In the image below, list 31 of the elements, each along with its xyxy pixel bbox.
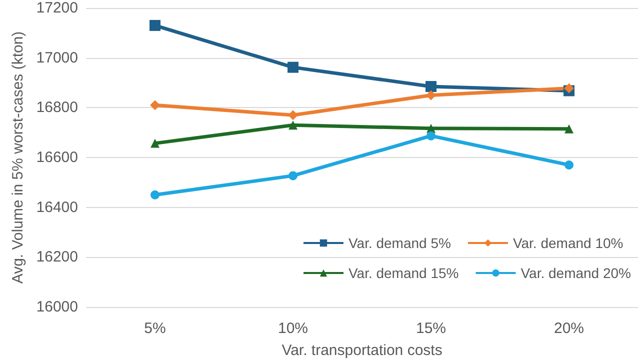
- point: [150, 20, 160, 31]
- x-tick-label: 15%: [416, 320, 446, 337]
- point: [426, 90, 436, 100]
- y-tick-label: 16400: [36, 198, 78, 216]
- x-tick-label: 20%: [554, 320, 584, 337]
- point: [288, 171, 298, 180]
- legend-label: Var. demand 20%: [520, 265, 632, 281]
- x-tick-label: 5%: [144, 320, 166, 337]
- point: [150, 138, 160, 148]
- legend-label: Var. demand 10%: [512, 235, 624, 251]
- x-axis-title: Var. transportation costs: [282, 342, 442, 359]
- y-axis-title: Avg. Volume in 5% worst-cases (kton): [9, 31, 26, 284]
- y-tick-label: 16600: [36, 149, 78, 166]
- point: [564, 124, 574, 134]
- point: [288, 120, 298, 130]
- y-tick-label: 16800: [36, 99, 78, 116]
- point: [426, 131, 436, 140]
- point: [288, 62, 298, 73]
- point: [564, 83, 574, 94]
- point: [150, 190, 160, 200]
- y-tick-label: 17200: [36, 0, 78, 16]
- point: [426, 80, 436, 92]
- point: [564, 160, 574, 170]
- legend-label: Var. demand 15%: [348, 265, 459, 281]
- y-tick-label: 17000: [36, 49, 78, 66]
- point: [288, 110, 298, 120]
- y-tick-label: 16200: [36, 248, 78, 266]
- y-tick-label: 16000: [36, 298, 78, 316]
- point: [150, 100, 160, 110]
- legend-label: Var. demand 5%: [348, 235, 451, 251]
- x-tick-label: 10%: [278, 320, 308, 337]
